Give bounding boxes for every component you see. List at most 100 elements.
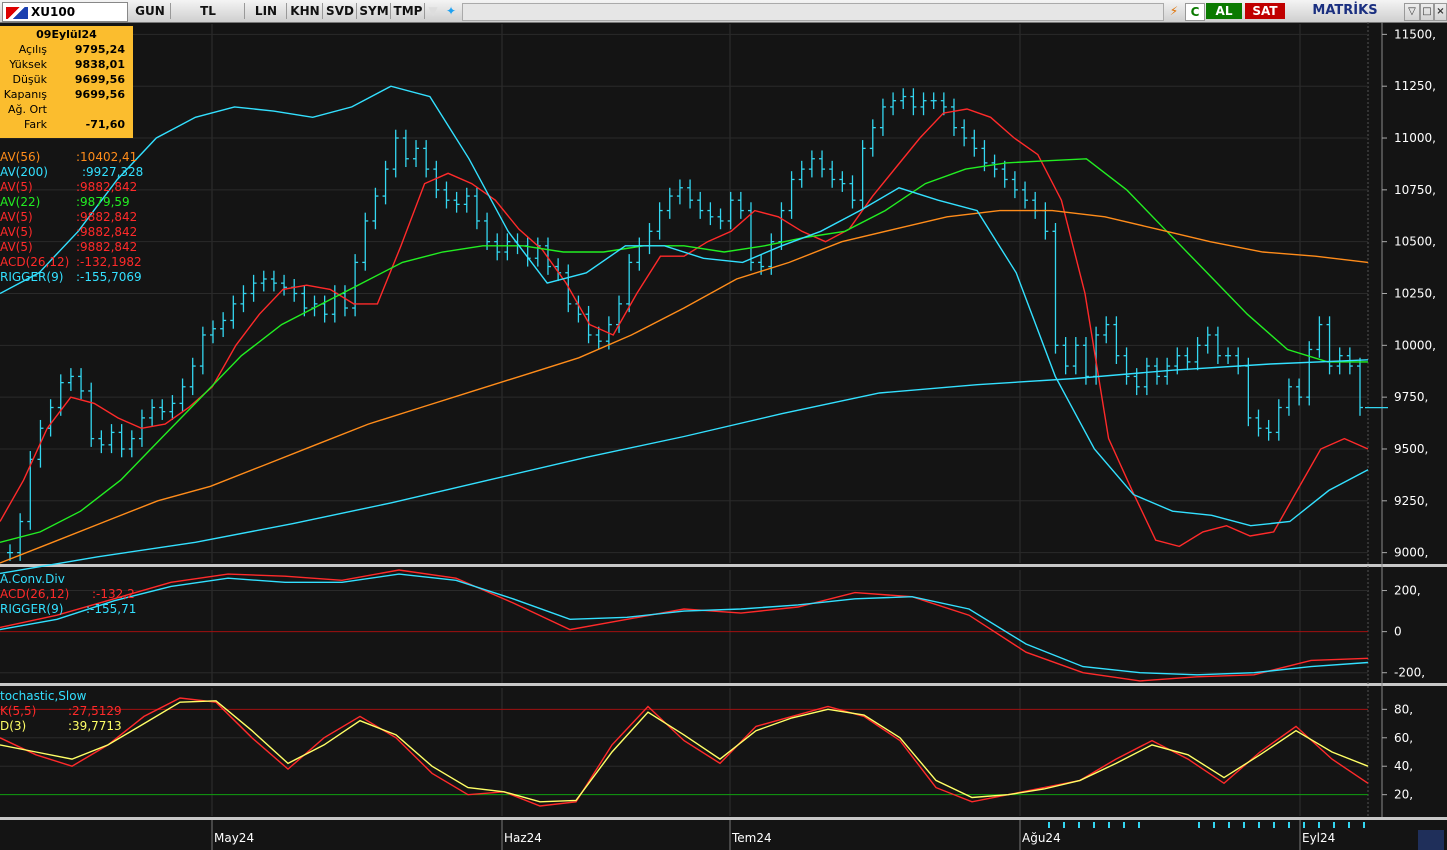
scale-button-lin[interactable]: LIN: [246, 3, 287, 19]
main-legend-item: ACD(26,12) :-132,1982: [0, 255, 142, 270]
info-row-weighted-avg: Ağ. Ort: [8, 103, 47, 116]
day-tick: [1318, 822, 1320, 828]
y-tick-label: 9750,: [1394, 390, 1428, 404]
settings-corner-icon: [1418, 830, 1444, 850]
day-tick: [1093, 822, 1095, 828]
main-legend-label: AV(200): [0, 165, 48, 179]
x-tick-label: Eyl24: [1302, 831, 1335, 845]
button-svd[interactable]: SVD: [324, 3, 357, 19]
series-line-acd2612: [0, 569, 1369, 682]
day-tick: [1273, 822, 1275, 828]
symbol-label: XU100: [31, 5, 76, 19]
button-tmp[interactable]: TMP: [392, 3, 425, 19]
series-line-av56: [0, 209, 1369, 564]
panel-separator: [0, 683, 1447, 686]
series-line-av200: [0, 359, 1369, 575]
button-sym[interactable]: SYM: [358, 3, 391, 19]
y-tick-label: 9000,: [1394, 546, 1428, 560]
series-line-k55: [0, 697, 1369, 807]
dropdown-arrow-icon[interactable]: ▼: [428, 4, 438, 18]
main-legend-label: ACD(26,12): [0, 255, 70, 269]
series-line-av5: [0, 85, 1369, 527]
buy-button[interactable]: AL: [1206, 3, 1242, 19]
main-legend-item: AV(5) :9882,842: [0, 180, 137, 195]
series-line-av22: [0, 158, 1368, 543]
x-tick-label: Tem24: [731, 831, 772, 845]
main-legend-value: :9882,842: [76, 210, 138, 224]
day-tick: [1228, 822, 1230, 828]
grid: [0, 22, 1447, 820]
x-tick-label: May24: [214, 831, 254, 845]
minimize-icon[interactable]: ▽: [1404, 3, 1420, 21]
toolbar: XU100 GUN TL LIN KHN SVD SYM TMP ▼ ✦ ⚡ C…: [0, 0, 1447, 23]
day-tick: [1048, 822, 1050, 828]
main-legend-label: AV(56): [0, 150, 41, 164]
y-tick-label: 9250,: [1394, 494, 1428, 508]
stochastic-legend-item: K(5,5):27,5129: [0, 704, 122, 718]
info-row-low: Düşük 9699,56: [12, 73, 125, 86]
day-tick: [1198, 822, 1200, 828]
y-tick-label: 80,: [1394, 702, 1413, 716]
symbol-selector[interactable]: XU100: [2, 2, 128, 22]
y-tick-label: 40,: [1394, 759, 1413, 773]
refresh-icon[interactable]: C: [1185, 3, 1205, 21]
period-button-gun[interactable]: GUN: [130, 3, 171, 19]
main-legend-label: RIGGER(9): [0, 270, 64, 284]
y-tick-label: 10000,: [1394, 338, 1436, 352]
macd-legend: A.Conv.Div ACD(26,12):-132,2 RIGGER(9):-…: [0, 572, 137, 617]
indicator-lines: [0, 85, 1369, 807]
y-tick-label: 11000,: [1394, 131, 1436, 145]
day-tick: [1333, 822, 1335, 828]
y-tick-label: 9500,: [1394, 442, 1428, 456]
stochastic-legend: tochastic,Slow K(5,5):27,5129 D(3):39,77…: [0, 689, 122, 734]
main-legend-value: :9882,842: [76, 180, 138, 194]
day-tick: [1108, 822, 1110, 828]
sell-button[interactable]: SAT: [1245, 3, 1285, 19]
y-tick-label: 20,: [1394, 788, 1413, 802]
panel-separator: [0, 817, 1447, 820]
ohlc-info-box: 09Eylül24 Açılış 9795,24 Yüksek 9838,01 Dü…: [0, 26, 133, 138]
day-tick: [1213, 822, 1215, 828]
info-date: 09Eylül24: [36, 28, 97, 41]
day-tick: [1258, 822, 1260, 828]
panel-separator: [0, 564, 1447, 567]
main-legend-item: AV(200):9927,328: [0, 165, 143, 180]
info-row-close: Kapanış 9699,56: [3, 88, 125, 101]
main-legend-item: AV(5):9882,842: [0, 210, 137, 225]
info-row-high: Yüksek 9838,01: [9, 58, 125, 71]
toolbar-spacer: [462, 3, 1164, 21]
day-tick: [1063, 822, 1065, 828]
main-legend-value: :9879,59: [76, 195, 130, 209]
y-tick-label: 60,: [1394, 731, 1413, 745]
stochastic-legend-item: D(3):39,7713: [0, 719, 122, 733]
main-legend-value: :-155,7069: [76, 270, 142, 284]
y-tick-label: 10500,: [1394, 235, 1436, 249]
x-tick-label: Ağu24: [1022, 831, 1061, 845]
y-tick-label: -200,: [1394, 666, 1425, 680]
day-tick: [1123, 822, 1125, 828]
main-legend-label: AV(5): [0, 240, 33, 254]
main-legend-value: :9882,842: [76, 240, 138, 254]
twitter-icon[interactable]: ✦: [445, 4, 457, 18]
day-tick: [1288, 822, 1290, 828]
main-legend-label: AV(22): [0, 195, 41, 209]
price-axis: 11500, 11250, 11000, 10750, 10500, 10250, 1000…: [211, 27, 1444, 850]
main-legend-label: AV(5): [0, 180, 33, 194]
y-tick-label: 10250,: [1394, 287, 1436, 301]
y-tick-label: 11500,: [1394, 27, 1436, 41]
lightning-icon[interactable]: ⚡: [1169, 4, 1179, 18]
day-tick: [1243, 822, 1245, 828]
currency-button-tl[interactable]: TL: [172, 3, 245, 19]
main-legend-item: AV(56):10402,41: [0, 150, 137, 165]
main-legend-item: RIGGER(9) :-155,7069: [0, 270, 142, 285]
series-line-av5: [0, 108, 1369, 548]
day-tick: [1348, 822, 1350, 828]
main-legend-value: :-132,1982: [76, 255, 142, 269]
x-tick-label: Haz24: [504, 831, 542, 845]
macd-legend-item: RIGGER(9):-155,71: [0, 602, 137, 616]
chart-logo-icon: [6, 6, 28, 19]
button-khn[interactable]: KHN: [288, 3, 323, 19]
restore-icon[interactable]: □: [1420, 3, 1434, 21]
series-line-rigger9: [0, 573, 1369, 676]
